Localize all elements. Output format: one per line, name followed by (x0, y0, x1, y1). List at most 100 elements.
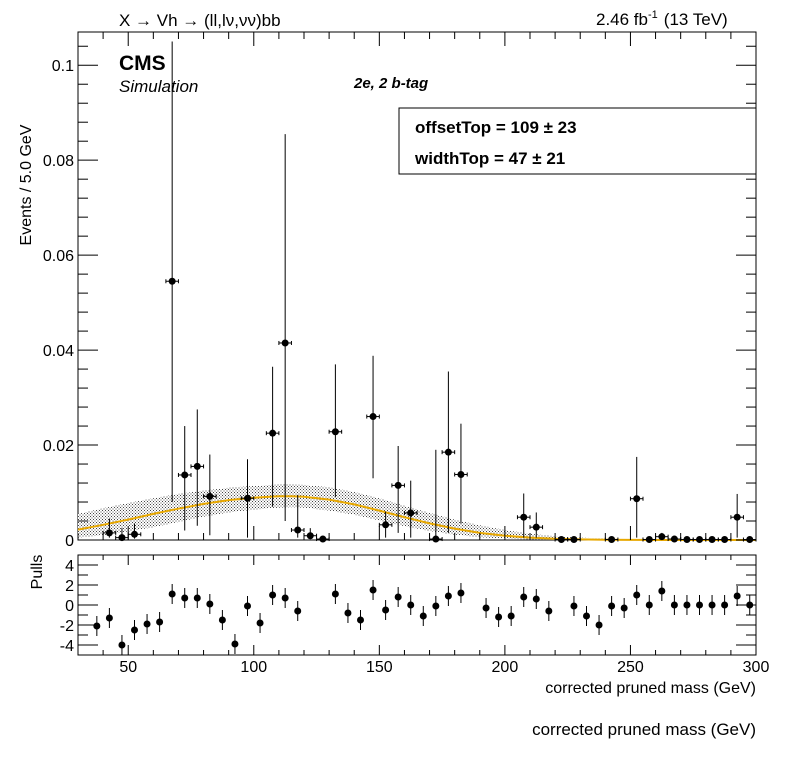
data-point (290, 494, 305, 538)
pull-point (168, 584, 176, 604)
pull-marker (93, 622, 101, 630)
pull-marker (131, 626, 138, 634)
pull-point (545, 601, 553, 621)
pull-marker (168, 590, 176, 598)
data-point (328, 364, 343, 498)
data-marker (608, 536, 616, 544)
data-point (629, 456, 644, 538)
lumi-label: 2.46 fb-1 (13 TeV) (596, 9, 728, 29)
pull-point (218, 610, 226, 630)
pull-point (407, 595, 415, 615)
pull-point (394, 587, 402, 607)
data-marker (206, 492, 214, 500)
data-point (742, 536, 757, 544)
pull-point (181, 588, 189, 608)
x-tick-label: 250 (617, 659, 644, 676)
data-marker (394, 481, 402, 489)
y-tick-label: 0 (65, 533, 74, 550)
pull-marker (482, 604, 490, 612)
pull-point (583, 606, 590, 626)
data-marker (244, 494, 251, 502)
data-marker (181, 471, 189, 479)
data-point (454, 423, 468, 524)
data-point (378, 511, 393, 538)
pull-marker (708, 601, 716, 609)
pull-point (93, 616, 101, 636)
y-tick-label: 0.04 (43, 343, 74, 360)
data-point (441, 371, 456, 533)
fit-curve (77, 495, 756, 541)
data-marker (658, 533, 666, 541)
pull-marker (105, 614, 113, 622)
pull-marker (206, 600, 214, 608)
data-point (730, 493, 744, 538)
data-marker (733, 513, 741, 521)
pull-point (595, 615, 603, 635)
pull-point (570, 596, 578, 616)
energy-label: (13 TeV) (664, 10, 728, 29)
pull-point (444, 586, 452, 606)
data-point (190, 409, 205, 526)
pull-point (507, 606, 515, 626)
pull-point (608, 596, 616, 616)
pull-points (93, 580, 754, 655)
data-point (655, 532, 669, 541)
pulls-axes: 50 100 150 200 250 300 -4 -2 0 2 4 (60, 554, 769, 676)
data-point (165, 41, 179, 503)
pull-marker (658, 587, 666, 595)
data-points (102, 41, 757, 544)
data-marker (557, 536, 565, 544)
data-marker (633, 495, 641, 503)
data-marker (281, 339, 289, 347)
data-point (529, 512, 544, 538)
pull-y-tick-label: -2 (60, 618, 74, 635)
pull-point (532, 589, 540, 609)
main-frame (77, 31, 757, 541)
pull-point (118, 635, 126, 655)
data-marker (269, 429, 277, 437)
data-point (642, 536, 657, 544)
data-point (240, 459, 255, 538)
data-point (705, 536, 719, 544)
pull-marker (733, 592, 741, 600)
pull-marker (407, 601, 415, 609)
data-marker (193, 462, 201, 470)
data-marker (168, 277, 176, 285)
pull-marker (721, 601, 729, 609)
pull-marker (344, 609, 352, 617)
pull-point (269, 585, 277, 605)
data-point (692, 536, 707, 544)
pull-marker (545, 607, 553, 615)
pull-marker (520, 593, 528, 601)
pull-marker (382, 606, 390, 614)
pull-marker (294, 607, 302, 615)
pull-point (658, 581, 666, 601)
data-point (303, 528, 318, 540)
pull-point (105, 608, 113, 628)
data-marker (382, 521, 390, 529)
x-tick-label: 100 (240, 659, 267, 676)
data-point (177, 426, 192, 531)
pull-point (670, 595, 678, 615)
pull-marker (118, 641, 126, 649)
pull-point (746, 595, 754, 615)
data-marker (708, 536, 716, 544)
y-tick-label: 0.02 (43, 438, 74, 455)
data-marker (306, 532, 314, 540)
pull-marker (696, 601, 703, 609)
data-marker (457, 470, 465, 478)
pulls-frame (77, 554, 757, 656)
data-marker (570, 536, 578, 544)
pull-marker (281, 594, 289, 602)
pull-point (244, 596, 251, 616)
simulation-label: Simulation (119, 77, 198, 96)
pull-y-tick-label: -4 (60, 638, 74, 655)
pull-marker (218, 616, 226, 624)
width-top-label: widthTop = 47 ± 21 (414, 149, 565, 168)
y-axis-label: Events / 5.0 GeV (18, 124, 35, 245)
data-point (717, 536, 732, 544)
pull-point (231, 634, 239, 654)
data-point (265, 366, 280, 507)
pull-point (281, 588, 289, 608)
